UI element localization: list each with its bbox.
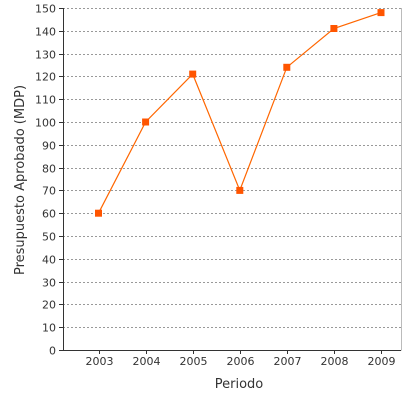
x-tick-label: 2004 xyxy=(133,355,161,368)
data-point[interactable] xyxy=(142,118,150,126)
x-tick-label: 2005 xyxy=(180,355,208,368)
grid-layer xyxy=(63,8,401,328)
y-tick-label: 130 xyxy=(35,49,56,62)
y-tick-label: 40 xyxy=(42,254,56,267)
data-point[interactable] xyxy=(236,186,244,194)
y-tick-label: 110 xyxy=(35,94,56,107)
y-tick-label: 80 xyxy=(42,163,56,176)
y-axis-title: Presupuesto Aprobado (MDP) xyxy=(13,85,28,275)
y-tick-label: 150 xyxy=(35,3,56,16)
y-tick-label: 10 xyxy=(42,322,56,335)
data-point[interactable] xyxy=(377,9,385,17)
y-tick-label: 70 xyxy=(42,185,56,198)
x-axis-title: Periodo xyxy=(215,377,264,392)
x-tick-label: 2006 xyxy=(227,355,255,368)
data-point[interactable] xyxy=(330,25,338,32)
y-tick-label: 90 xyxy=(42,140,56,153)
data-point[interactable] xyxy=(189,70,197,78)
y-tick-label: 60 xyxy=(42,208,56,221)
y-tick-label: 140 xyxy=(35,26,56,39)
x-tick-label: 2009 xyxy=(368,355,396,368)
y-tick-label: 50 xyxy=(42,231,56,244)
y-tick-label: 20 xyxy=(42,299,56,312)
x-tick-label: 2003 xyxy=(86,355,114,368)
data-point[interactable] xyxy=(283,63,291,71)
series-line xyxy=(97,12,382,214)
series-layer xyxy=(95,9,385,217)
y-tick-label: 0 xyxy=(49,345,56,358)
x-tick-label: 2008 xyxy=(321,355,349,368)
axis-layer: 0 10 20 30 40 50 60 70 80 90 100 110 120 130 140 150 200… xyxy=(35,3,402,368)
data-point[interactable] xyxy=(95,209,102,217)
y-tick-label: 120 xyxy=(35,71,56,84)
x-tick-label: 2007 xyxy=(274,355,302,368)
label-layer: Periodo Presupuesto Aprobado (MDP) xyxy=(13,85,263,392)
y-tick-label: 100 xyxy=(35,117,56,130)
y-tick-label: 30 xyxy=(42,277,56,290)
